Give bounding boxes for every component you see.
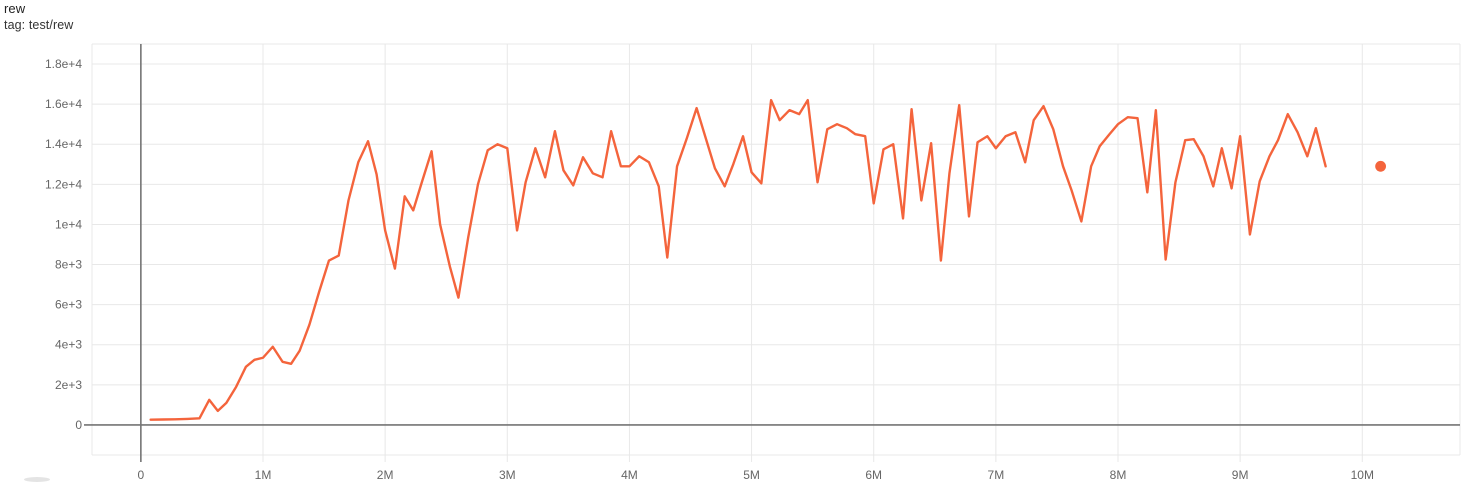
x-tick-label: 2M (377, 468, 394, 482)
x-tick-label: 1M (255, 468, 272, 482)
y-tick-label: 0 (75, 418, 82, 432)
y-tick-label: 8e+3 (55, 258, 82, 272)
chart-tag-label: tag: test/rew (4, 18, 74, 32)
x-tick-label: 3M (499, 468, 516, 482)
grid-lines (91, 43, 1461, 462)
series-line-test-rew[interactable] (149, 98, 1327, 421)
axis-lines (84, 44, 1460, 462)
y-tick-label: 1.6e+4 (45, 97, 82, 111)
x-tick-label: 4M (621, 468, 638, 482)
x-tick-label: 8M (1110, 468, 1127, 482)
x-tick-label: 0 (138, 468, 145, 482)
y-tick-label: 1.2e+4 (45, 177, 82, 191)
y-tick-label: 1.4e+4 (45, 137, 82, 151)
page-title: rew (4, 1, 26, 16)
x-axis-tick-labels: 0 1M 2M 3M 4M 5M 6M 7M 8M 9M 10M (138, 468, 1374, 482)
y-tick-label: 1.8e+4 (45, 57, 82, 71)
y-tick-label: 6e+3 (55, 298, 82, 312)
x-tick-label: 9M (1232, 468, 1249, 482)
x-tick-label: 7M (988, 468, 1005, 482)
x-tick-label: 5M (743, 468, 760, 482)
partial-toolbar-icon (24, 477, 50, 482)
series-end-point-marker[interactable] (1375, 160, 1387, 172)
y-axis-tick-labels: 0 2e+3 4e+3 6e+3 8e+3 1e+4 1.2e+4 1.4e+4 1.6e+4 1… (45, 57, 82, 432)
y-tick-label: 4e+3 (55, 338, 82, 352)
y-tick-label: 1e+4 (55, 217, 82, 231)
x-tick-label: 6M (865, 468, 882, 482)
y-tick-label: 2e+3 (55, 378, 82, 392)
x-tick-label: 10M (1351, 468, 1374, 482)
